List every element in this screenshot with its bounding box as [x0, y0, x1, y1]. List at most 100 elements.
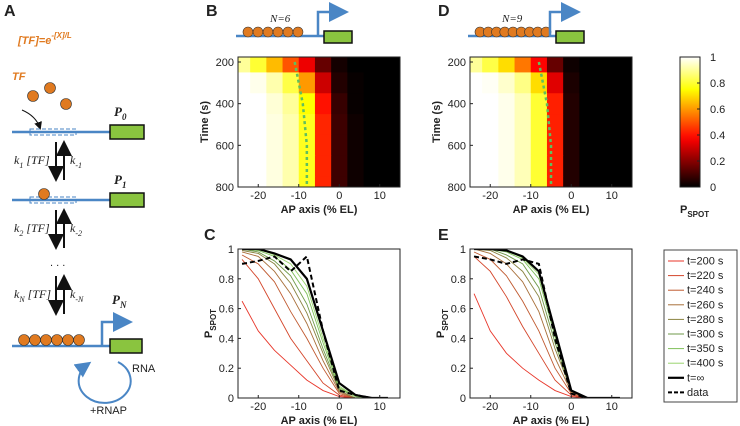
- heat-cell: [579, 114, 597, 136]
- heat-cell: [595, 57, 613, 73]
- heat-cell: [347, 57, 365, 73]
- heat-cell: [379, 176, 397, 187]
- tss-arrow: [548, 2, 581, 36]
- series-line: [241, 254, 388, 398]
- heat-cell: [363, 155, 381, 178]
- rate-arrows: [48, 140, 72, 182]
- heat-cell: [314, 155, 332, 178]
- heat-cell: [498, 114, 516, 136]
- x-tick-label: 0: [336, 401, 342, 413]
- heat-cell: [514, 57, 532, 73]
- heat-cell: [314, 93, 332, 115]
- legend-label: t=260 s: [687, 299, 724, 311]
- heat-cell: [314, 114, 332, 136]
- heat-cell: [546, 134, 564, 157]
- heat-cell: [530, 176, 548, 187]
- state-label: PN: [112, 292, 127, 310]
- heat-cell: [282, 93, 300, 115]
- construct-label: N=9: [501, 13, 523, 25]
- heat-cell: [331, 134, 348, 157]
- series-line: [241, 249, 388, 398]
- y-tick-label: 0.6: [219, 304, 234, 316]
- heat-cell: [379, 134, 397, 157]
- rate-back: k-2: [70, 221, 82, 238]
- plot-frame: [469, 56, 633, 188]
- x-tick-label: 0: [336, 190, 342, 202]
- x-axis-label: AP axis (% EL): [281, 204, 358, 216]
- y-tick-label: 600: [448, 140, 466, 152]
- heat-cell: [498, 134, 516, 157]
- heat-cell: [611, 155, 629, 178]
- heat-cell: [379, 57, 397, 73]
- heat-cell: [530, 72, 548, 94]
- tf: [60, 98, 72, 110]
- heat-cell: [282, 134, 300, 157]
- rnap-label: +RNAP: [90, 405, 127, 417]
- heat-cell: [546, 155, 564, 178]
- y-tick-label: 0.4: [451, 333, 466, 345]
- heat-cell: [530, 93, 548, 115]
- heat-cell: [498, 72, 516, 94]
- heat-cell: [611, 93, 629, 115]
- rate-arrows: [48, 208, 72, 250]
- heat-cell: [579, 176, 597, 187]
- binding-site: [292, 26, 304, 38]
- panel-label: B: [206, 3, 218, 20]
- x-tick-label: -10: [523, 401, 539, 413]
- promoter-p0: [12, 124, 145, 140]
- heat-cell: [298, 155, 316, 178]
- gene: [555, 30, 585, 44]
- heat-cell: [331, 176, 348, 187]
- heat-cell: [482, 72, 499, 94]
- heat-cell: [314, 176, 332, 187]
- heat-cell: [266, 72, 284, 94]
- y-tick-label: 0.6: [451, 304, 466, 316]
- plot-frame: [469, 248, 633, 399]
- rate-fwd: kN [TF]: [14, 287, 51, 304]
- legend-label: t=240 s: [687, 285, 724, 297]
- y-axis-label: PSPOT: [203, 309, 218, 338]
- heat-cell: [470, 155, 483, 178]
- heat-cell: [379, 72, 397, 94]
- heat-cell: [563, 134, 580, 157]
- y-tick-label: 1: [228, 244, 234, 256]
- y-tick-label: 200: [216, 57, 234, 69]
- panel-label: C: [204, 227, 216, 244]
- y-tick-label: 400: [448, 99, 466, 111]
- legend-label: data: [687, 387, 709, 399]
- heat-cell: [250, 72, 267, 94]
- y-tick-label: 600: [216, 140, 234, 152]
- colorbar-tick-label: 0.2: [710, 156, 725, 168]
- series-line: [473, 256, 620, 398]
- heat-cell: [363, 72, 381, 94]
- series-line: [241, 251, 388, 398]
- legend-label: t=300 s: [687, 329, 724, 341]
- x-tick-label: -10: [291, 401, 307, 413]
- heat-cell: [331, 57, 348, 73]
- colorbar-label-main: P: [680, 204, 687, 216]
- heat-cell: [611, 114, 629, 136]
- heat-cell: [611, 134, 629, 157]
- colorbar-label: PSPOT: [680, 204, 709, 219]
- heat-cell: [282, 176, 300, 187]
- heat-cell: [314, 57, 332, 73]
- y-axis-label: Time (s): [199, 101, 211, 143]
- series-line: [241, 300, 388, 398]
- heat-cell: [563, 57, 580, 73]
- heat-cell: [595, 93, 613, 115]
- x-tick-label: -10: [291, 190, 307, 202]
- series-line: [241, 250, 388, 398]
- heat-cell: [470, 114, 483, 136]
- binding-site: [252, 26, 264, 38]
- y-tick-label: 0.8: [451, 274, 466, 286]
- plot: [473, 249, 620, 398]
- series-line: [242, 249, 388, 398]
- legend-label: t=∞: [687, 372, 704, 384]
- legend-label: t=280 s: [687, 314, 724, 326]
- heat-cell: [331, 114, 348, 136]
- tf-label: TF: [12, 71, 26, 83]
- heat-cell: [563, 93, 580, 115]
- heat-cell: [595, 155, 613, 178]
- colorbar-tick-label: 0: [710, 182, 716, 194]
- heat-cell: [470, 93, 483, 115]
